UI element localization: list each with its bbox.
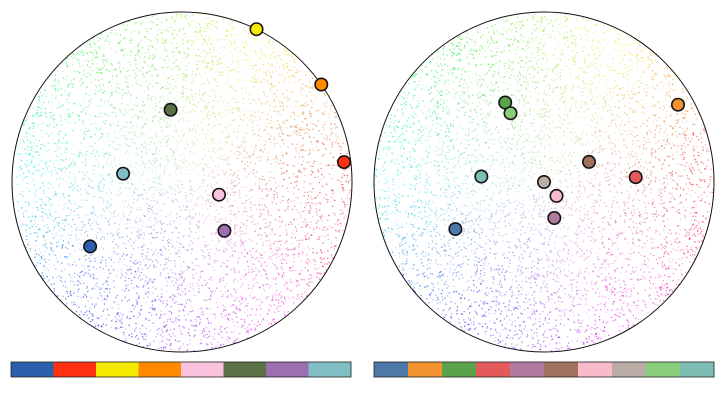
panel-right [373, 11, 715, 378]
palette-swatch [612, 362, 647, 377]
palette-swatch [266, 362, 309, 377]
hue-wheel-texture [12, 13, 352, 352]
palette-swatch [510, 362, 545, 377]
palette-swatch [181, 362, 224, 377]
color-marker [474, 169, 489, 184]
color-marker [581, 154, 596, 169]
palette-swatch [374, 362, 409, 377]
palette-bar-frame [10, 361, 352, 378]
palette-swatch [11, 362, 54, 377]
color-marker [448, 222, 463, 237]
color-marker [83, 239, 98, 254]
color-marker [212, 187, 227, 202]
color-marker [536, 175, 551, 190]
palette-swatch [476, 362, 511, 377]
palette-swatch [138, 362, 182, 377]
palette-swatch [408, 362, 443, 377]
color-marker [314, 77, 329, 92]
color-marker [163, 102, 178, 117]
palette-swatch [96, 362, 139, 377]
palette-swatch [544, 362, 579, 377]
palette-swatch [223, 362, 267, 377]
palette-swatch [308, 362, 352, 377]
color-marker [547, 211, 562, 226]
color-marker [628, 170, 643, 185]
color-marker [503, 106, 518, 121]
palette-swatch [680, 362, 715, 377]
color-marker [549, 188, 564, 203]
hue-wheel-texture [374, 13, 714, 352]
palette-swatch [578, 362, 613, 377]
color-marker [336, 155, 351, 170]
palette-swatch [442, 362, 477, 377]
color-marker [217, 223, 232, 238]
color-marker [249, 22, 264, 37]
wheel-outline [373, 11, 715, 353]
color-marker [116, 166, 131, 181]
panel-left [10, 11, 353, 378]
color-marker [670, 97, 685, 112]
wheel-outline [11, 11, 353, 353]
palette-swatch [646, 362, 681, 377]
palette-swatch [53, 362, 97, 377]
palette-bar-frame [373, 361, 715, 378]
